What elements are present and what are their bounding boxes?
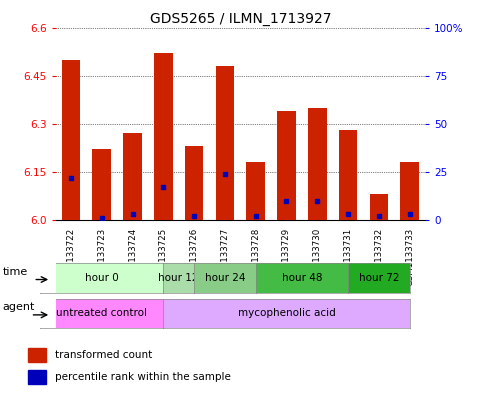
Bar [369,195,388,220]
Text: hour 48: hour 48 [282,273,322,283]
Bar [185,146,203,220]
Bar [28,347,46,362]
Bar [92,149,111,220]
Bar [246,162,265,220]
Bar [277,111,296,220]
Text: hour 12: hour 12 [158,273,199,283]
Text: hour 72: hour 72 [358,273,399,283]
Text: untreated control: untreated control [56,309,147,318]
Text: mycophenolic acid: mycophenolic acid [238,309,335,318]
Text: agent: agent [3,302,35,312]
Bar [154,53,172,220]
Title: GDS5265 / ILMN_1713927: GDS5265 / ILMN_1713927 [150,13,331,26]
Bar [123,133,142,220]
Text: hour 0: hour 0 [85,273,119,283]
Bar [339,130,357,220]
Bar [62,60,80,220]
Bar [400,162,419,220]
Bar [215,66,234,220]
Text: transformed count: transformed count [55,350,152,360]
Bar [28,370,46,384]
Bar [308,108,327,220]
Text: percentile rank within the sample: percentile rank within the sample [55,372,230,382]
Text: time: time [3,266,28,277]
Text: hour 24: hour 24 [205,273,245,283]
